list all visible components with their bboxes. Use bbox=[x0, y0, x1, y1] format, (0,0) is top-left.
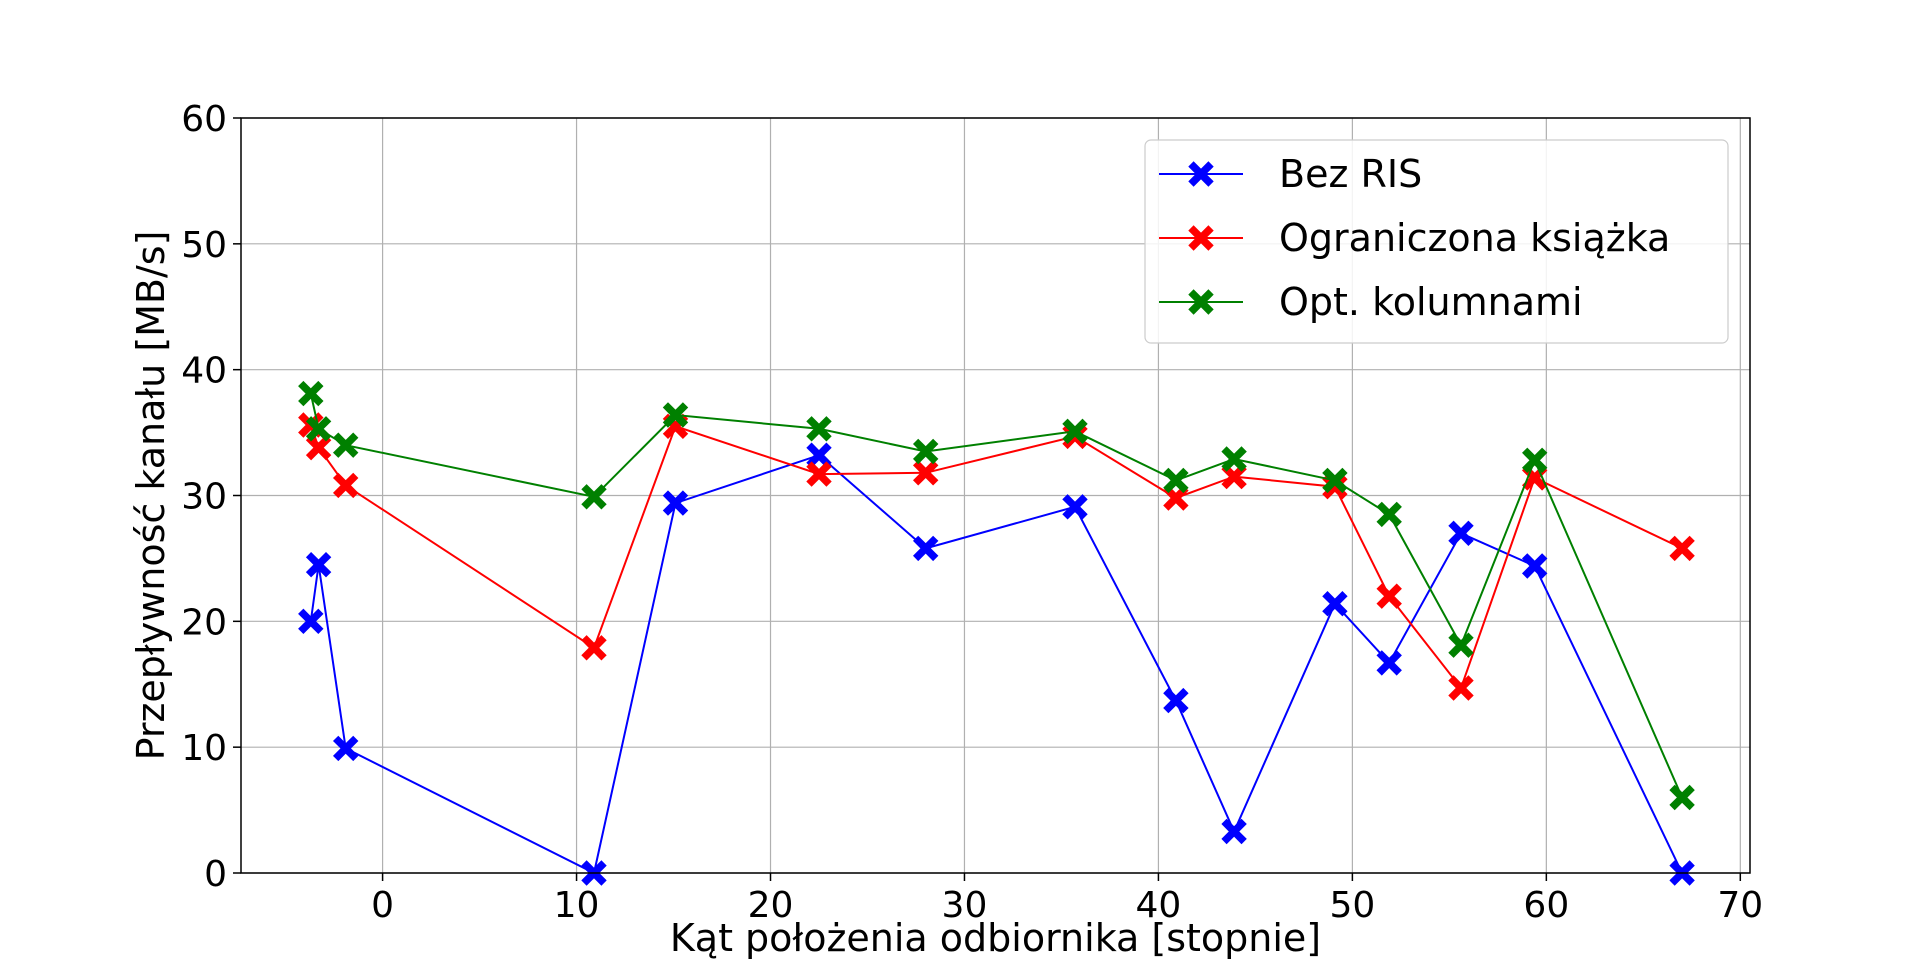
y-tick-label: 10 bbox=[181, 728, 227, 769]
legend-label: Bez RIS bbox=[1279, 152, 1422, 196]
series-3 bbox=[298, 380, 1695, 811]
data-point-marker bbox=[581, 635, 607, 661]
data-point-marker bbox=[1448, 520, 1474, 547]
data-point-marker bbox=[1062, 418, 1088, 445]
data-point-marker bbox=[1521, 447, 1548, 474]
data-point-marker bbox=[1221, 446, 1247, 472]
x-tick-label: 10 bbox=[554, 885, 600, 926]
legend-label: Ograniczona książka bbox=[1279, 216, 1670, 260]
data-point-marker bbox=[1221, 818, 1247, 845]
x-tick-label: 20 bbox=[748, 885, 794, 926]
data-point-marker bbox=[1376, 650, 1402, 676]
data-point-marker bbox=[1163, 485, 1189, 511]
series-1 bbox=[298, 442, 1695, 886]
data-point-marker bbox=[1221, 463, 1247, 490]
data-point-marker bbox=[1322, 590, 1348, 617]
data-point-marker bbox=[1163, 687, 1189, 714]
x-tick-label: 60 bbox=[1523, 885, 1569, 926]
legend-marker bbox=[1188, 161, 1214, 187]
data-point-marker bbox=[305, 551, 332, 578]
data-point-marker bbox=[1448, 675, 1474, 701]
x-tick-label: 30 bbox=[942, 885, 988, 926]
x-tick-label: 70 bbox=[1717, 885, 1763, 926]
data-point-marker bbox=[332, 735, 359, 762]
data-point-marker bbox=[332, 432, 359, 458]
y-tick-label: 40 bbox=[181, 351, 227, 392]
data-point-marker bbox=[806, 461, 832, 487]
y-axis-title: Przepływność kanału [MB/s] bbox=[129, 231, 173, 761]
data-point-marker bbox=[912, 438, 939, 465]
legend-entry: Ograniczona książka bbox=[1159, 216, 1670, 260]
y-tick-label: 50 bbox=[181, 225, 227, 266]
legend-entry: Opt. kolumnami bbox=[1159, 280, 1583, 324]
data-point-marker bbox=[912, 535, 939, 562]
legend: Bez RIS Ograniczona książka Opt. kolumnami bbox=[1144, 139, 1729, 344]
data-point-marker bbox=[1062, 494, 1088, 520]
legend-box bbox=[1144, 139, 1729, 344]
data-point-marker bbox=[298, 380, 324, 407]
series-layer bbox=[298, 380, 1695, 886]
tick-marks bbox=[233, 117, 1742, 881]
x-tick-label: 0 bbox=[371, 885, 394, 926]
data-point-marker bbox=[1163, 467, 1189, 494]
y-tick-label: 20 bbox=[181, 602, 227, 643]
legend-entry: Bez RIS bbox=[1159, 152, 1422, 196]
x-axis-title: Kąt położenia odbiornika [stopnie] bbox=[670, 916, 1321, 960]
data-point-marker bbox=[662, 490, 689, 516]
data-point-marker bbox=[1322, 467, 1348, 494]
data-point-marker bbox=[298, 608, 324, 635]
data-point-marker bbox=[1521, 553, 1548, 579]
data-point-marker bbox=[305, 434, 332, 461]
data-point-marker bbox=[1376, 501, 1402, 528]
legend-marker bbox=[1188, 289, 1214, 315]
data-point-marker bbox=[662, 402, 689, 428]
data-point-marker bbox=[1669, 784, 1695, 811]
data-point-marker bbox=[305, 416, 332, 442]
y-tick-label: 60 bbox=[181, 99, 227, 140]
data-point-marker bbox=[1448, 632, 1474, 658]
legend-marker bbox=[1188, 225, 1214, 251]
data-point-marker bbox=[581, 484, 607, 510]
x-tick-label: 40 bbox=[1136, 885, 1182, 926]
data-point-marker bbox=[806, 416, 832, 442]
legend-label: Opt. kolumnami bbox=[1279, 280, 1583, 324]
data-point-marker bbox=[332, 472, 359, 499]
data-point-marker bbox=[912, 460, 939, 486]
y-tick-label: 30 bbox=[181, 477, 227, 518]
legend-entries: Bez RIS Ograniczona książka Opt. kolumnami bbox=[1159, 152, 1670, 324]
x-tick-label: 50 bbox=[1329, 885, 1375, 926]
data-point-marker bbox=[1376, 583, 1402, 609]
data-point-marker bbox=[806, 442, 832, 468]
tick-labels: 0 10 20 30 40 50 60 70 0 10 20 30 40 50 60 bbox=[181, 99, 1763, 926]
data-point-marker bbox=[1669, 535, 1695, 562]
y-tick-label: 0 bbox=[204, 854, 227, 895]
